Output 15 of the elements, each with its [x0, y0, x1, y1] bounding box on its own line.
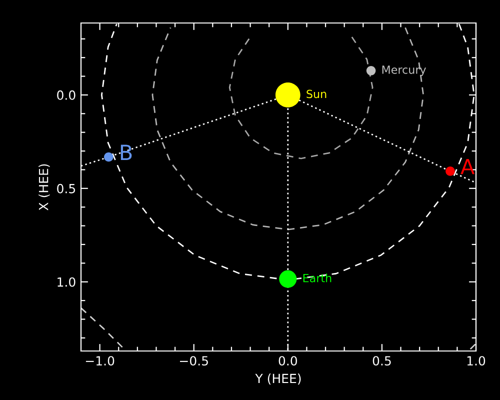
y-tick-label: 0.5 — [57, 184, 76, 194]
x-tick-label: 1.0 — [467, 356, 486, 366]
x-tick-label: 0.5 — [372, 356, 391, 366]
x-tick-label: 0.0 — [278, 356, 298, 366]
y-axis-title: X (HEE) — [38, 164, 50, 210]
series-label: Sun — [306, 90, 326, 98]
x-tick-label: −0.5 — [180, 356, 208, 366]
x-axis-title: Y (HEE) — [255, 374, 301, 385]
series-label: Mercury — [382, 66, 426, 76]
x-tick-label: −1.0 — [86, 356, 114, 366]
series-label: Earth — [303, 274, 332, 282]
y-tick-label: 0.0 — [57, 90, 76, 100]
y-tick-label: 1.0 — [58, 277, 76, 287]
series-label: B — [120, 144, 132, 160]
series-label: A — [460, 158, 475, 174]
